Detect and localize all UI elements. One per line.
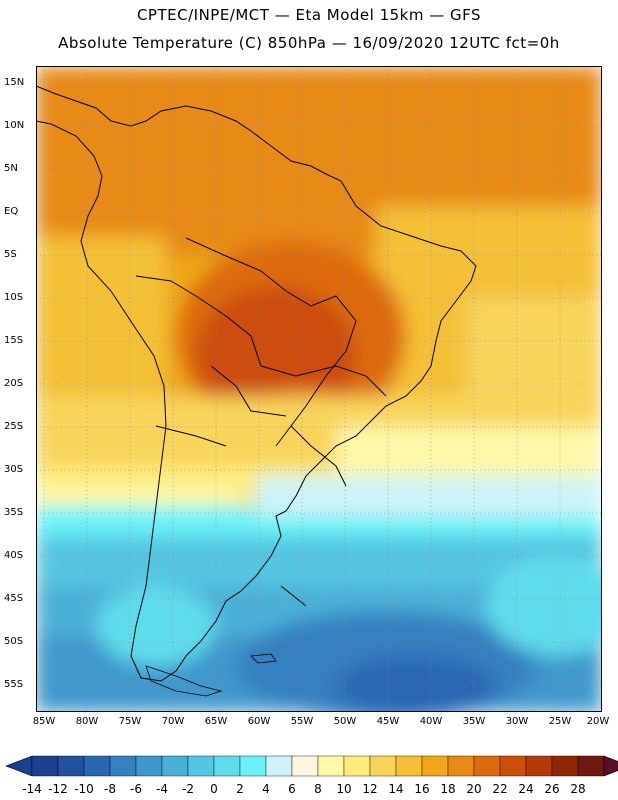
title-line-1: CPTEC/INPE/MCT — Eta Model 15km — GFS bbox=[136, 6, 482, 24]
colorbar-arrow-low bbox=[5, 755, 33, 777]
colorbar-label: 10 bbox=[336, 782, 352, 796]
colorbar-label: -10 bbox=[74, 782, 94, 796]
lon-label: 35W bbox=[462, 716, 486, 727]
colorbar bbox=[0, 748, 618, 798]
colorbar-label: 12 bbox=[362, 782, 378, 796]
title-line-2: Absolute Temperature (C) 850hPa — 16/09/… bbox=[58, 34, 560, 52]
lat-label: 20S bbox=[4, 378, 24, 389]
colorbar-swatch bbox=[135, 755, 163, 777]
colorbar-swatch bbox=[161, 755, 189, 777]
colorbar-label: 2 bbox=[236, 782, 244, 796]
colorbar-swatch bbox=[31, 755, 59, 777]
colorbar-label: -8 bbox=[104, 782, 116, 796]
lon-label: 60W bbox=[247, 716, 271, 727]
colorbar-swatch bbox=[369, 755, 397, 777]
colorbar-swatch bbox=[317, 755, 345, 777]
lon-label: 40W bbox=[419, 716, 443, 727]
colorbar-swatch bbox=[499, 755, 527, 777]
colorbar-label: 16 bbox=[414, 782, 430, 796]
lon-label: 30W bbox=[505, 716, 529, 727]
colorbar-swatch bbox=[187, 755, 215, 777]
lon-label: 20W bbox=[586, 716, 610, 727]
colorbar-swatch bbox=[447, 755, 475, 777]
colorbar-label: 18 bbox=[440, 782, 456, 796]
colorbar-label: 8 bbox=[314, 782, 322, 796]
lat-label: 55S bbox=[4, 679, 24, 690]
lat-label: 5S bbox=[4, 249, 17, 260]
colorbar-swatch bbox=[421, 755, 449, 777]
lat-label: 30S bbox=[4, 464, 24, 475]
lat-label: EQ bbox=[4, 206, 19, 217]
colorbar-swatch bbox=[109, 755, 137, 777]
colorbar-swatch bbox=[473, 755, 501, 777]
colorbar-label: 6 bbox=[288, 782, 296, 796]
lon-label: 75W bbox=[118, 716, 142, 727]
colorbar-label: 4 bbox=[262, 782, 270, 796]
lat-label: 15N bbox=[4, 77, 25, 88]
lon-label: 50W bbox=[333, 716, 357, 727]
lat-label: 40S bbox=[4, 550, 24, 561]
colorbar-label: 26 bbox=[544, 782, 560, 796]
colorbar-swatch bbox=[291, 755, 319, 777]
lat-label: 15S bbox=[4, 335, 24, 346]
lon-label: 65W bbox=[204, 716, 228, 727]
lat-label: 10S bbox=[4, 292, 24, 303]
temperature-map bbox=[36, 66, 602, 712]
lat-label: 10N bbox=[4, 120, 25, 131]
lat-label: 35S bbox=[4, 507, 24, 518]
colorbar-swatch bbox=[343, 755, 371, 777]
colorbar-label: -2 bbox=[182, 782, 194, 796]
coastlines bbox=[36, 85, 477, 682]
lat-label: 5N bbox=[4, 163, 18, 174]
colorbar-label: -4 bbox=[156, 782, 168, 796]
colorbar-swatch bbox=[57, 755, 85, 777]
colorbar-swatch bbox=[395, 755, 423, 777]
colorbar-label: -6 bbox=[130, 782, 142, 796]
colorbar-arrow-high bbox=[603, 755, 618, 777]
colorbar-swatch bbox=[213, 755, 241, 777]
temperature-field bbox=[36, 66, 602, 712]
colorbar-label: -14 bbox=[22, 782, 42, 796]
colorbar-swatch bbox=[83, 755, 111, 777]
colorbar-label: 28 bbox=[570, 782, 586, 796]
colorbar-swatch bbox=[265, 755, 293, 777]
lon-label: 85W bbox=[32, 716, 56, 727]
colorbar-label: 20 bbox=[466, 782, 482, 796]
colorbar-swatch bbox=[525, 755, 553, 777]
lat-label: 25S bbox=[4, 421, 24, 432]
lat-label: 50S bbox=[4, 636, 24, 647]
colorbar-label: 22 bbox=[492, 782, 508, 796]
colorbar-label: -12 bbox=[48, 782, 68, 796]
lon-label: 45W bbox=[376, 716, 400, 727]
colorbar-label: 0 bbox=[210, 782, 218, 796]
lon-label: 70W bbox=[161, 716, 185, 727]
colorbar-label: 14 bbox=[388, 782, 404, 796]
lat-label: 45S bbox=[4, 593, 24, 604]
lon-label: 25W bbox=[548, 716, 572, 727]
colorbar-label: 24 bbox=[518, 782, 534, 796]
colorbar-swatch bbox=[551, 755, 579, 777]
lon-label: 55W bbox=[290, 716, 314, 727]
colorbar-swatch bbox=[239, 755, 267, 777]
lon-label: 80W bbox=[75, 716, 99, 727]
colorbar-swatch bbox=[577, 755, 605, 777]
